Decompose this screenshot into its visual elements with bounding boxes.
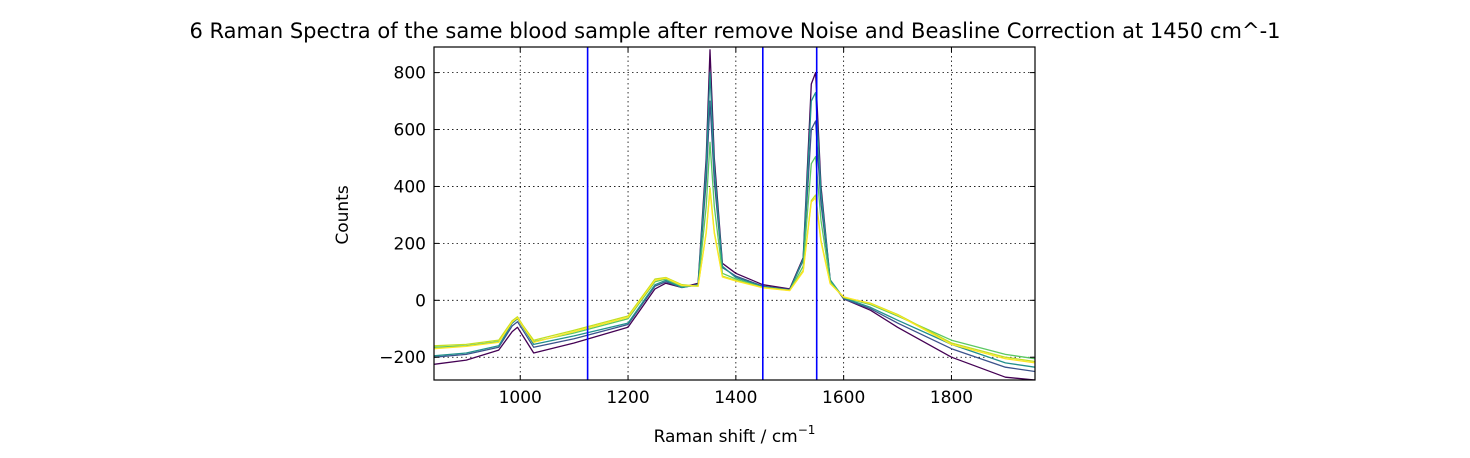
y-tick-label: 200 bbox=[394, 234, 426, 254]
series-line-2 bbox=[434, 100, 1035, 373]
y-tick-label: 0 bbox=[415, 291, 426, 311]
y-tick-label: 800 bbox=[394, 64, 426, 84]
x-tick-label: 1000 bbox=[499, 388, 542, 408]
y-tick-label: −200 bbox=[379, 348, 426, 368]
x-axis-label: Raman shift / cm−1 bbox=[654, 423, 816, 447]
x-tick-label: 1400 bbox=[714, 388, 757, 408]
y-tick-label: 600 bbox=[394, 121, 426, 141]
y-axis-label: Counts bbox=[333, 185, 353, 244]
grid bbox=[434, 47, 1035, 380]
x-tick-label: 1800 bbox=[930, 388, 973, 408]
y-tick-label: 400 bbox=[394, 177, 426, 197]
series-layer bbox=[434, 49, 1035, 380]
chart-title: 6 Raman Spectra of the same blood sample… bbox=[189, 19, 1280, 43]
x-tick-label: 1600 bbox=[822, 388, 865, 408]
x-axis-label-superscript: −1 bbox=[798, 423, 816, 437]
x-axis-label-text: Raman shift / cm bbox=[654, 427, 798, 447]
ticks: 1000 1200 1400 1600 1800 −200 0 200 400 600 800 bbox=[379, 47, 1035, 408]
plot-frame bbox=[433, 46, 1036, 381]
vline-layer bbox=[586, 47, 818, 380]
series-line-3 bbox=[434, 71, 1035, 368]
x-tick-label: 1200 bbox=[606, 388, 649, 408]
series-line-6 bbox=[434, 190, 1035, 364]
